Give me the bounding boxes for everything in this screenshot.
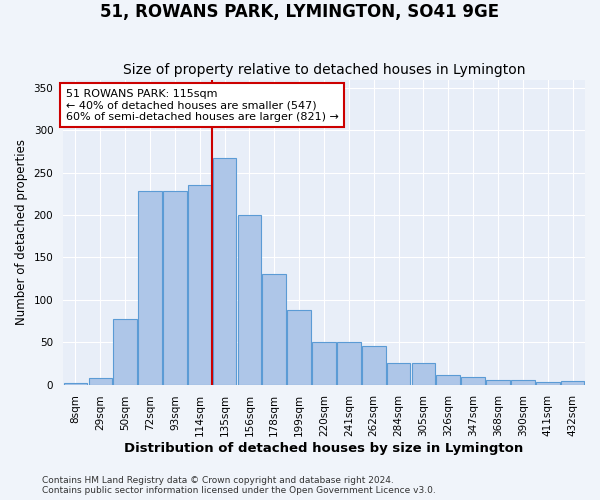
Bar: [262, 274, 286, 384]
Bar: [188, 186, 212, 384]
Bar: [64, 383, 87, 384]
Bar: [238, 215, 261, 384]
Bar: [287, 310, 311, 384]
Bar: [213, 158, 236, 384]
Text: Contains HM Land Registry data © Crown copyright and database right 2024.
Contai: Contains HM Land Registry data © Crown c…: [42, 476, 436, 495]
Bar: [436, 376, 460, 384]
Bar: [536, 382, 560, 384]
Bar: [312, 342, 336, 384]
Title: Size of property relative to detached houses in Lymington: Size of property relative to detached ho…: [123, 63, 525, 77]
Y-axis label: Number of detached properties: Number of detached properties: [15, 139, 28, 325]
Bar: [511, 380, 535, 384]
Text: 51, ROWANS PARK, LYMINGTON, SO41 9GE: 51, ROWANS PARK, LYMINGTON, SO41 9GE: [100, 2, 500, 21]
Bar: [113, 318, 137, 384]
Bar: [486, 380, 510, 384]
Bar: [362, 346, 386, 385]
Bar: [387, 364, 410, 384]
X-axis label: Distribution of detached houses by size in Lymington: Distribution of detached houses by size …: [124, 442, 524, 455]
Bar: [412, 364, 435, 384]
Bar: [163, 192, 187, 384]
Bar: [461, 377, 485, 384]
Text: 51 ROWANS PARK: 115sqm
← 40% of detached houses are smaller (547)
60% of semi-de: 51 ROWANS PARK: 115sqm ← 40% of detached…: [65, 88, 338, 122]
Bar: [337, 342, 361, 384]
Bar: [138, 192, 162, 384]
Bar: [561, 381, 584, 384]
Bar: [89, 378, 112, 384]
